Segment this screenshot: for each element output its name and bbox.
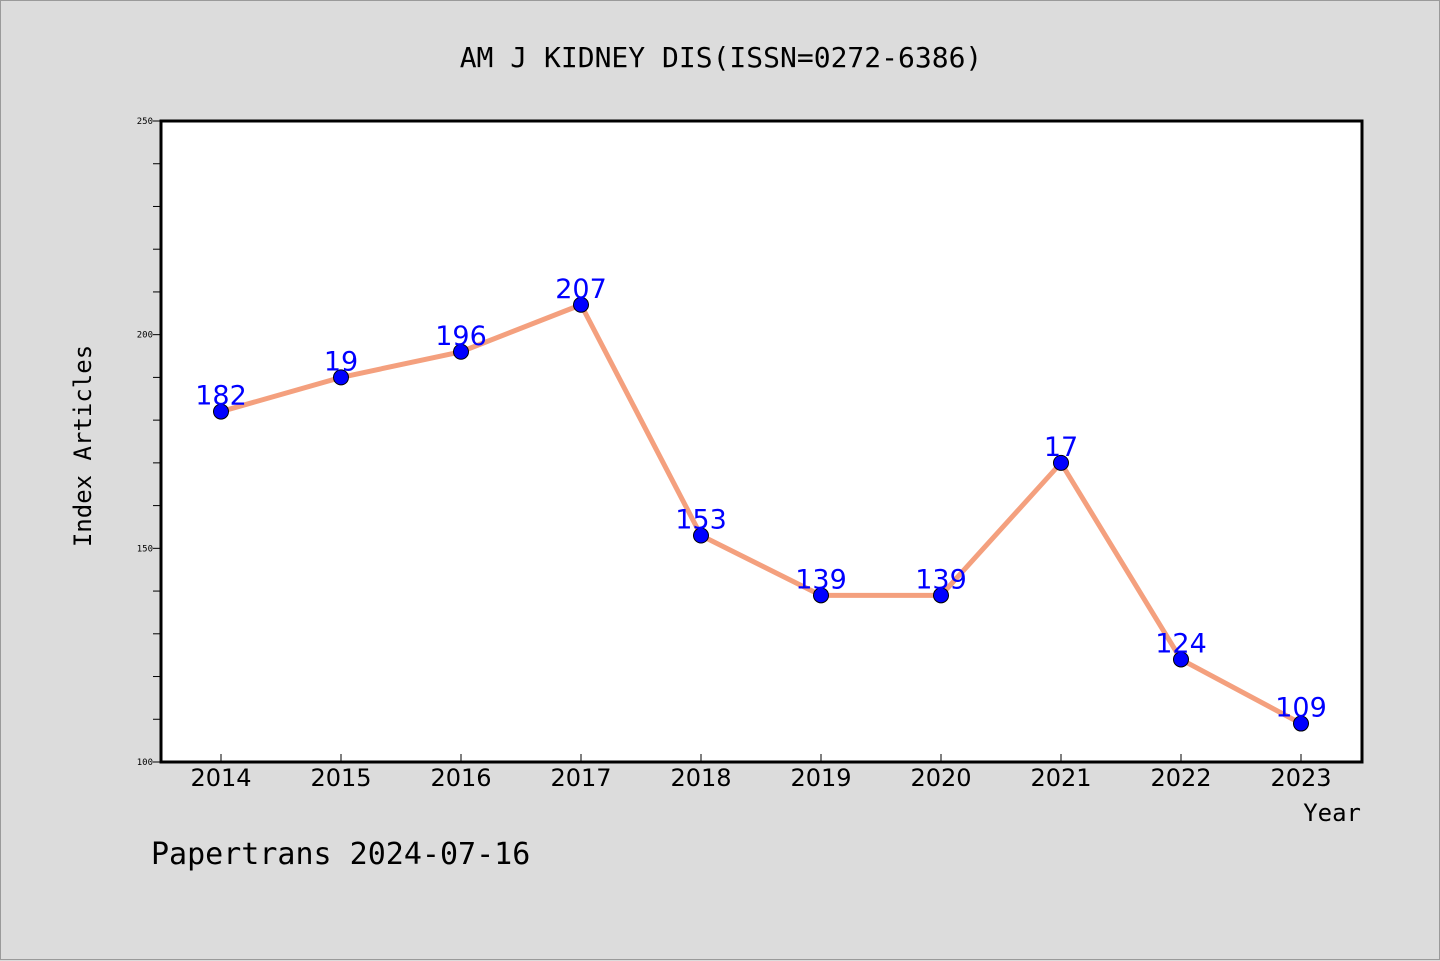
x-tick-label: 2021 (1030, 764, 1091, 792)
footer-credit: Papertrans 2024-07-16 (151, 837, 530, 872)
data-label: 17 (1044, 432, 1078, 463)
x-tick-label: 2023 (1270, 764, 1331, 792)
data-label: 109 (1275, 693, 1327, 724)
data-label: 124 (1155, 628, 1207, 659)
data-point (333, 369, 349, 386)
x-axis-label: Year (1303, 799, 1361, 827)
markers-group (213, 296, 1309, 732)
data-point (1293, 715, 1309, 732)
data-point (1053, 454, 1069, 471)
data-label: 153 (675, 505, 727, 536)
x-tick-label: 2017 (550, 764, 611, 792)
data-label: 196 (435, 321, 487, 352)
x-tick-label: 2022 (1150, 764, 1211, 792)
data-point (573, 296, 589, 313)
data-label: 182 (195, 381, 247, 412)
y-tick-label: 250 (137, 117, 153, 127)
x-tick-label: 2014 (190, 764, 251, 792)
x-tick-label: 2018 (670, 764, 731, 792)
data-point (693, 527, 709, 544)
x-tick-label: 2016 (430, 764, 491, 792)
data-label: 139 (795, 564, 847, 595)
y-axis: 100 150 200 250 (137, 117, 161, 768)
data-labels-group: 182 19 196 207 153 139 139 17 124 109 (195, 274, 1327, 724)
plot-area (159, 119, 1364, 764)
x-tick-label: 2015 (310, 764, 371, 792)
y-tick-label: 100 (137, 758, 153, 768)
data-point (813, 587, 829, 604)
data-point (213, 403, 229, 420)
data-label: 139 (915, 564, 967, 595)
series-line (218, 302, 1304, 727)
data-point (933, 587, 949, 604)
y-tick-label: 200 (137, 331, 153, 341)
series-line-group (218, 302, 1304, 727)
data-label: 207 (555, 274, 607, 305)
x-tick-label: 2020 (910, 764, 971, 792)
chart-title: AM J KIDNEY DIS(ISSN=0272-6386) (460, 41, 983, 74)
y-axis-label: Index Articles (69, 345, 97, 547)
data-point (453, 343, 469, 360)
x-tick-label: 2019 (790, 764, 851, 792)
x-axis: 2014 2015 2016 2017 2018 2019 2020 2021 2022 2023 (190, 754, 1332, 792)
y-tick-label: 150 (137, 544, 153, 554)
data-label: 19 (324, 346, 358, 377)
data-point (1173, 651, 1189, 668)
